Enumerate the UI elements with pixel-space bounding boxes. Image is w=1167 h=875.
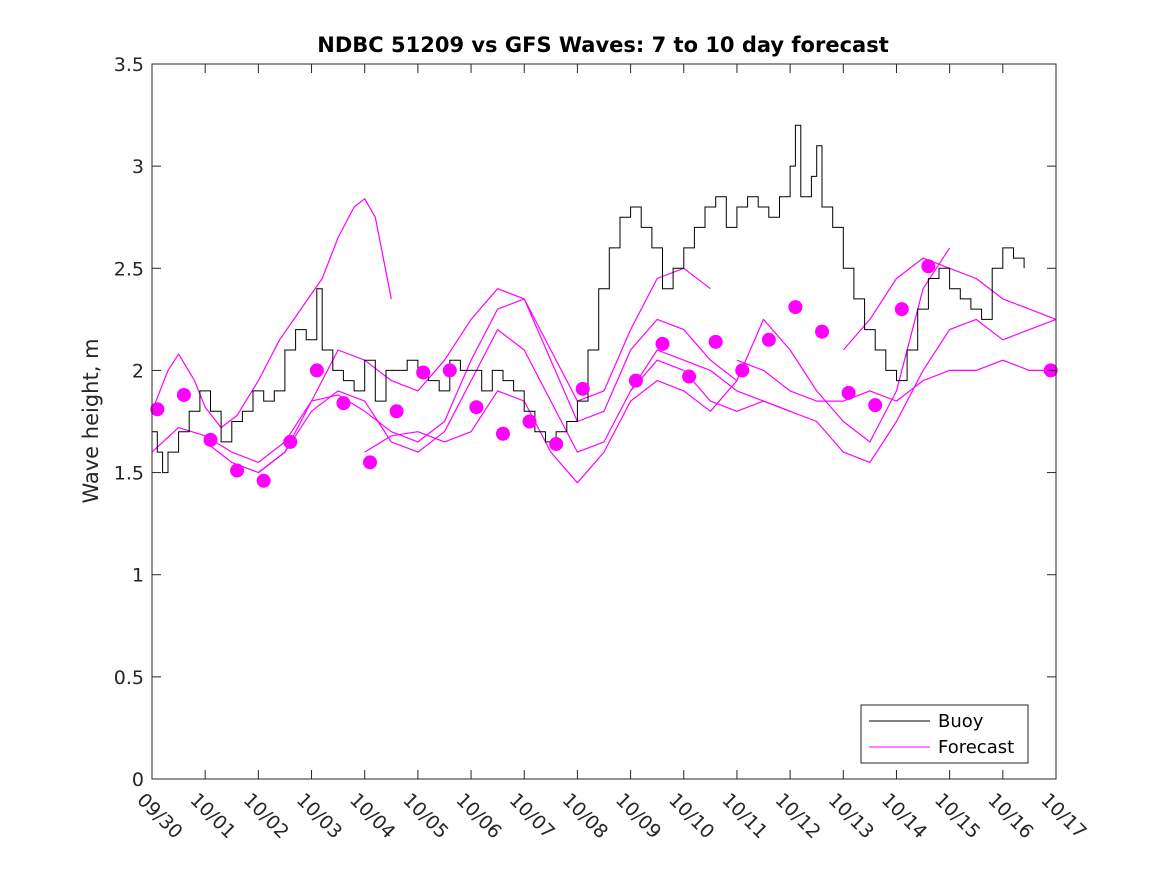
forecast-point [522, 414, 537, 429]
x-tick-label: 10/07 [505, 789, 559, 843]
forecast-point [921, 259, 936, 274]
legend-buoy-label: Buoy [938, 711, 984, 732]
forecast-line-3 [204, 298, 738, 474]
forecast-point [469, 400, 484, 415]
x-tick-label: 10/09 [611, 789, 665, 843]
forecast-point [336, 396, 351, 411]
forecast-line-6 [630, 318, 1057, 463]
forecast-line-7 [736, 359, 1056, 402]
y-tick-label: 3 [132, 156, 144, 178]
forecast-point [575, 381, 590, 396]
forecast-point [256, 473, 271, 488]
buoy-line [152, 124, 1025, 474]
x-tick-label: 10/14 [877, 789, 931, 843]
forecast-point [868, 398, 883, 413]
forecast-point [283, 434, 298, 449]
y-tick-label: 2.5 [114, 258, 144, 280]
plot-area [152, 64, 1056, 779]
legend: Buoy Forecast [860, 704, 1029, 764]
x-tick-label: 10/06 [452, 789, 506, 843]
x-tick-label: 10/10 [664, 789, 718, 843]
forecast-point [815, 324, 830, 339]
x-tick-label: 10/17 [1036, 789, 1090, 843]
forecast-point [628, 373, 643, 388]
y-tick-label: 0 [132, 769, 144, 791]
x-tick-label: 10/13 [824, 789, 878, 843]
legend-box [860, 704, 1029, 764]
forecast-point [442, 363, 457, 378]
chart-title: NDBC 51209 vs GFS Waves: 7 to 10 day for… [317, 33, 888, 57]
forecast-point [363, 455, 378, 470]
x-tick-label: 10/12 [771, 789, 825, 843]
y-tick-label: 1 [132, 565, 144, 587]
x-tick-label: 10/08 [558, 789, 612, 843]
x-tick-label: 10/03 [292, 789, 346, 843]
forecast-point [841, 385, 856, 400]
x-tick-label: 10/11 [717, 789, 771, 843]
forecast-point [230, 463, 245, 478]
x-tick-label: 10/16 [983, 789, 1037, 843]
forecast-line-2 [151, 267, 711, 463]
x-tick-label: 10/05 [398, 789, 452, 843]
forecast-point [176, 387, 191, 402]
forecast-point [708, 334, 723, 349]
x-tick-label: 10/01 [186, 789, 240, 843]
x-tick-label: 10/02 [239, 789, 293, 843]
forecast-point [735, 363, 750, 378]
forecast-line-1 [151, 198, 392, 429]
forecast-line-5 [364, 247, 951, 484]
forecast-point [389, 404, 404, 419]
forecast-point [894, 302, 909, 317]
forecast-point [150, 402, 165, 417]
legend-forecast-label: Forecast [938, 737, 1014, 758]
y-tick-label: 0.5 [114, 667, 144, 689]
x-tick-label: 10/15 [930, 789, 984, 843]
forecast-point [416, 365, 431, 380]
y-axis-label: Wave height, m [79, 338, 103, 503]
forecast-line-4 [258, 329, 791, 474]
forecast-point [788, 300, 803, 315]
y-tick-label: 3.5 [114, 54, 144, 76]
y-tick-label: 1.5 [114, 463, 144, 485]
axes-box [151, 63, 1057, 780]
y-tick-label: 2 [132, 360, 144, 382]
forecast-point [549, 436, 564, 451]
forecast-point [309, 363, 324, 378]
forecast-point [203, 432, 218, 447]
forecast-point [682, 369, 697, 384]
forecast-point [761, 332, 776, 347]
x-tick-label: 10/04 [345, 789, 399, 843]
series-layer [150, 124, 1058, 488]
x-tick-label: 09/30 [132, 789, 186, 843]
forecast-point [655, 336, 670, 351]
forecast-point [495, 426, 510, 441]
